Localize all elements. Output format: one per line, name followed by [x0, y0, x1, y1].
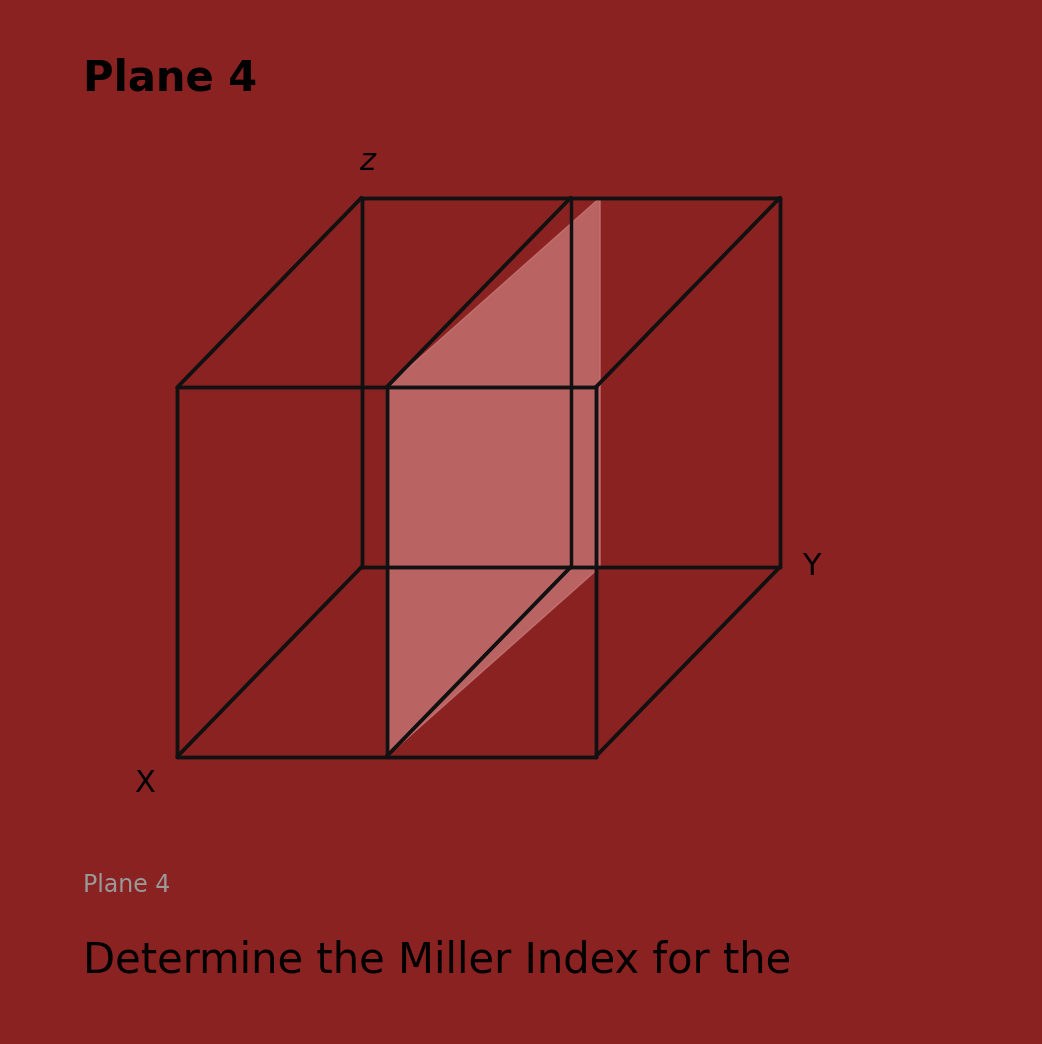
Text: Determine the Miller Index for the: Determine the Miller Index for the: [82, 940, 791, 981]
Text: X: X: [134, 768, 155, 798]
Polygon shape: [387, 197, 600, 757]
Text: Plane 4: Plane 4: [82, 874, 170, 898]
Text: Y: Y: [802, 552, 820, 582]
Text: Plane 4: Plane 4: [82, 57, 256, 100]
Text: z: z: [358, 146, 374, 175]
